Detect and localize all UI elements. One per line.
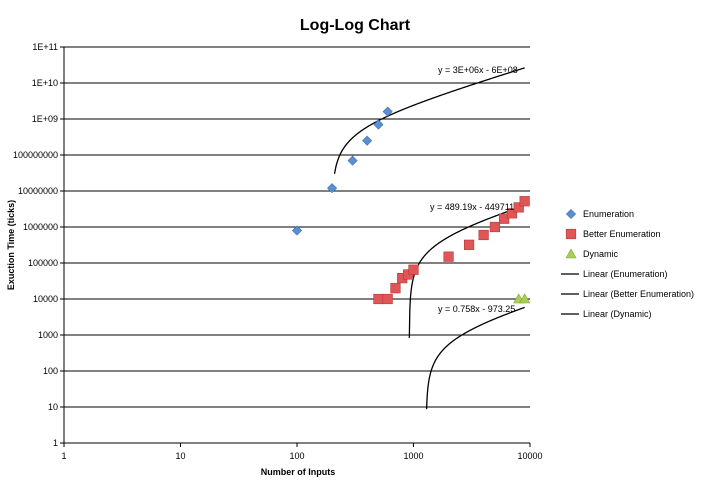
point-enumeration — [327, 183, 338, 194]
point-better-enumeration — [489, 221, 501, 233]
point-better-enumeration — [373, 293, 384, 305]
y-tick-label: 10 — [48, 402, 58, 412]
point-better-enumeration — [382, 293, 393, 305]
data-points — [291, 106, 531, 305]
point-better-enumeration — [519, 196, 530, 207]
point-better-enumeration — [513, 202, 524, 213]
point-enumeration — [362, 135, 373, 146]
legend-marker — [565, 228, 577, 240]
y-tick-label: 10000 — [33, 294, 58, 304]
trendlines — [333, 67, 525, 410]
point-enumeration — [382, 106, 393, 117]
axes: 1 10 100 1000 10000 100000 1000000 10000000 1000… — [13, 42, 543, 461]
y-tick-label: 100000 — [28, 258, 58, 268]
trendline-0 — [333, 67, 525, 174]
y-tick-label: 1000000 — [23, 222, 58, 232]
point-better-enumeration — [478, 229, 489, 241]
y-tick-label: 100 — [43, 366, 58, 376]
trendline-equation: y = 0.758x - 973.25 — [438, 304, 515, 314]
legend-entry: Enumeration — [583, 209, 634, 219]
legend-entry: Better Enumeration — [583, 229, 661, 239]
point-better-enumeration — [443, 251, 454, 262]
y-tick-label: 1 — [53, 438, 58, 448]
y-tick-label: 10000000 — [18, 186, 58, 196]
point-better-enumeration — [499, 213, 510, 224]
y-tick-label: 1E+10 — [32, 78, 58, 88]
legend-marker — [565, 208, 577, 220]
y-tick-label: 1E+11 — [32, 42, 58, 52]
x-tick-label: 1000 — [403, 451, 423, 461]
trendline-equation: y = 3E+06x - 6E+08 — [438, 65, 518, 75]
legend-entry: Linear (Dynamic) — [583, 309, 652, 319]
trendline-1 — [408, 204, 525, 338]
point-enumeration — [291, 225, 303, 236]
x-tick-label: 10 — [175, 451, 185, 461]
point-better-enumeration — [506, 208, 518, 219]
x-tick-label: 10000 — [517, 451, 542, 461]
y-tick-label: 1000 — [38, 330, 58, 340]
trendline-equation: y = 489.19x - 449711 — [430, 202, 514, 212]
point-dynamic — [519, 293, 531, 304]
point-better-enumeration — [463, 239, 475, 250]
point-enumeration — [373, 119, 384, 130]
y-tick-label: 1E+09 — [32, 114, 58, 124]
point-enumeration — [347, 155, 358, 166]
legend-entry: Dynamic — [583, 249, 619, 259]
trendline-equations: y = 3E+06x - 6E+08 y = 489.19x - 449711 y … — [430, 65, 518, 314]
x-axis-title: Number of Inputs — [261, 467, 336, 477]
y-axis-title: Exuction Time (ticks) — [6, 200, 16, 290]
legend-marker — [565, 248, 577, 259]
legend: Enumeration Better Enumeration Dynamic Line… — [561, 208, 694, 319]
legend-entry: Linear (Better Enumeration) — [583, 289, 694, 299]
legend-entry: Linear (Enumeration) — [583, 269, 668, 279]
x-tick-label: 1 — [61, 451, 66, 461]
y-tick-label: 100000000 — [13, 150, 58, 160]
trendline-2 — [425, 306, 525, 410]
point-better-enumeration — [390, 283, 401, 294]
point-better-enumeration — [408, 264, 419, 275]
chart-title: Log-Log Chart — [300, 17, 411, 34]
x-tick-label: 100 — [289, 451, 304, 461]
